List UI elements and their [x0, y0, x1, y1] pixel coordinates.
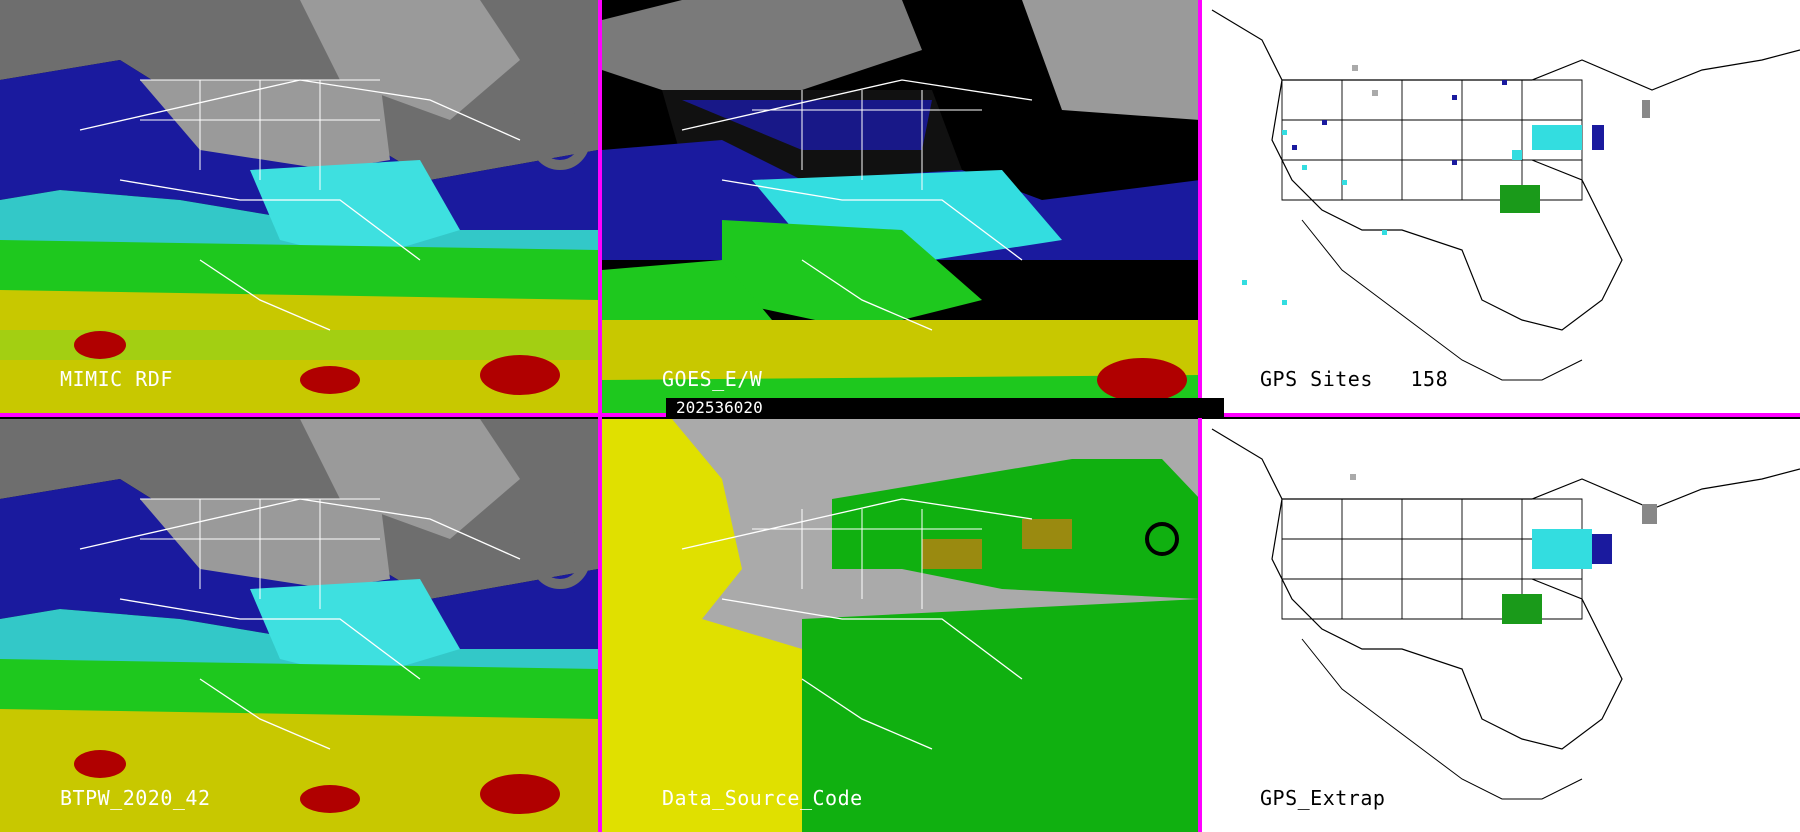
panel-label: BTPW_2020_42: [60, 786, 211, 810]
map-panel-mimic-rdf: MIMIC RDF: [0, 0, 598, 413]
map-panel-btpw: BTPW_2020_42: [0, 419, 598, 832]
panel-label: GOES_E/W: [662, 367, 763, 391]
btpw-map: [0, 419, 598, 832]
map-panel-data-source-code: Data_Source_Code: [602, 419, 1200, 832]
goes-map: [602, 0, 1200, 413]
panel-label: Data_Source_Code: [662, 786, 863, 810]
map-panel-goes: GOES_E/W: [602, 0, 1200, 413]
mimic-rdf-map: [0, 0, 598, 413]
panel-label: GPS_Extrap: [1260, 786, 1386, 810]
gps-extrap-map: [1202, 419, 1800, 832]
map-panel-gps-extrap: GPS_Extrap: [1202, 419, 1800, 832]
panel-label: MIMIC RDF: [60, 367, 173, 391]
map-panel-gps-sites: GPS Sites 158: [1202, 0, 1800, 413]
timestamp-bar: 202536020: [666, 398, 1224, 418]
gps-sites-map: [1202, 0, 1800, 413]
data-source-code-map: [602, 419, 1200, 832]
panel-label: GPS Sites 158: [1260, 367, 1449, 391]
